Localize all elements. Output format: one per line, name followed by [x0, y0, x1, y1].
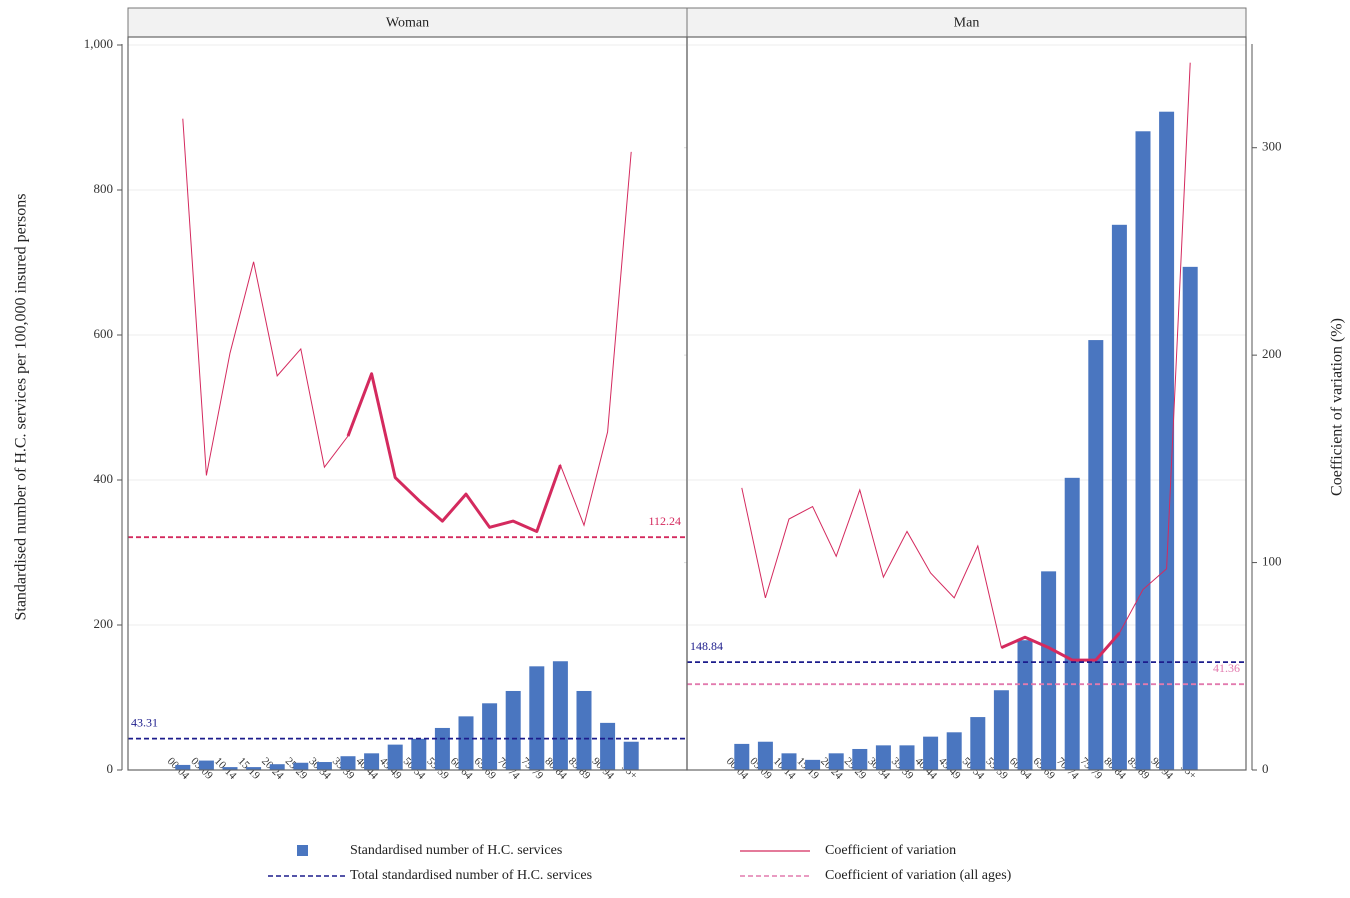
- bar: [600, 722, 616, 770]
- bar: [222, 767, 238, 770]
- bar: [623, 741, 639, 770]
- bar: [1041, 571, 1057, 770]
- bar: [1111, 224, 1127, 771]
- bar: [1064, 477, 1080, 770]
- bar: [246, 767, 262, 770]
- bar: [316, 762, 332, 770]
- bar: [828, 753, 844, 770]
- bar: [364, 753, 380, 770]
- bar: [875, 745, 891, 770]
- reference-label: 41.36: [1213, 661, 1240, 675]
- reference-label: 112.24: [648, 514, 681, 528]
- bar: [198, 760, 214, 770]
- panel-frame: [686, 36, 1247, 771]
- y2-tick-label: 0: [1262, 761, 1269, 776]
- bar: [970, 717, 986, 770]
- bar: [505, 690, 521, 770]
- bar: [387, 744, 403, 770]
- bar: [1135, 131, 1151, 770]
- bar: [757, 741, 773, 770]
- bar: [923, 736, 939, 770]
- bar: [899, 745, 915, 770]
- y2-tick-label: 100: [1262, 554, 1282, 569]
- bar: [1088, 340, 1104, 770]
- bar: [482, 703, 498, 770]
- bar: [805, 759, 821, 770]
- legend-label: Standardised number of H.C. services: [350, 843, 562, 858]
- bar: [552, 661, 568, 770]
- bar: [946, 732, 962, 770]
- bar: [781, 753, 797, 770]
- legend-label: Coefficient of variation (all ages): [825, 868, 1012, 883]
- bar: [269, 764, 285, 770]
- bar: [576, 690, 592, 770]
- bar: [852, 748, 868, 770]
- bar: [529, 666, 545, 770]
- y2-axis-title: Coefficient of variation (%): [1329, 318, 1346, 496]
- y2-tick-label: 200: [1262, 346, 1282, 361]
- bar: [1182, 266, 1198, 770]
- bar: [734, 743, 750, 770]
- cv-line-emphasis: [346, 372, 562, 533]
- panel-title: Man: [954, 16, 980, 31]
- bar: [293, 762, 309, 770]
- legend-swatch-bar: [297, 845, 308, 856]
- bar: [1159, 111, 1175, 770]
- y-tick-label: 800: [94, 181, 114, 196]
- y-tick-label: 600: [94, 326, 114, 341]
- cv-line: [182, 118, 632, 533]
- bar: [340, 756, 356, 770]
- legend-label: Coefficient of variation: [825, 843, 956, 858]
- reference-label: 43.31: [131, 715, 158, 729]
- bar: [175, 764, 191, 770]
- y-tick-label: 1,000: [84, 36, 113, 51]
- y2-tick-label: 300: [1262, 139, 1282, 154]
- bar: [411, 738, 427, 770]
- y-tick-label: 0: [107, 761, 114, 776]
- panel-title: Woman: [386, 16, 429, 31]
- y-axis-title: Standardised number of H.C. services per…: [13, 193, 30, 620]
- panel-frame: [127, 36, 688, 771]
- panel-header: [686, 7, 1247, 38]
- bar: [993, 690, 1009, 770]
- legend-label: Total standardised number of H.C. servic…: [350, 868, 592, 883]
- y-tick-label: 200: [94, 616, 114, 631]
- y-tick-label: 400: [94, 471, 114, 486]
- bar: [458, 716, 474, 770]
- bar: [1017, 640, 1033, 770]
- reference-label: 148.84: [690, 639, 723, 653]
- cv-line-emphasis: [1000, 632, 1121, 662]
- panel-header: [127, 7, 688, 38]
- bar: [434, 727, 450, 770]
